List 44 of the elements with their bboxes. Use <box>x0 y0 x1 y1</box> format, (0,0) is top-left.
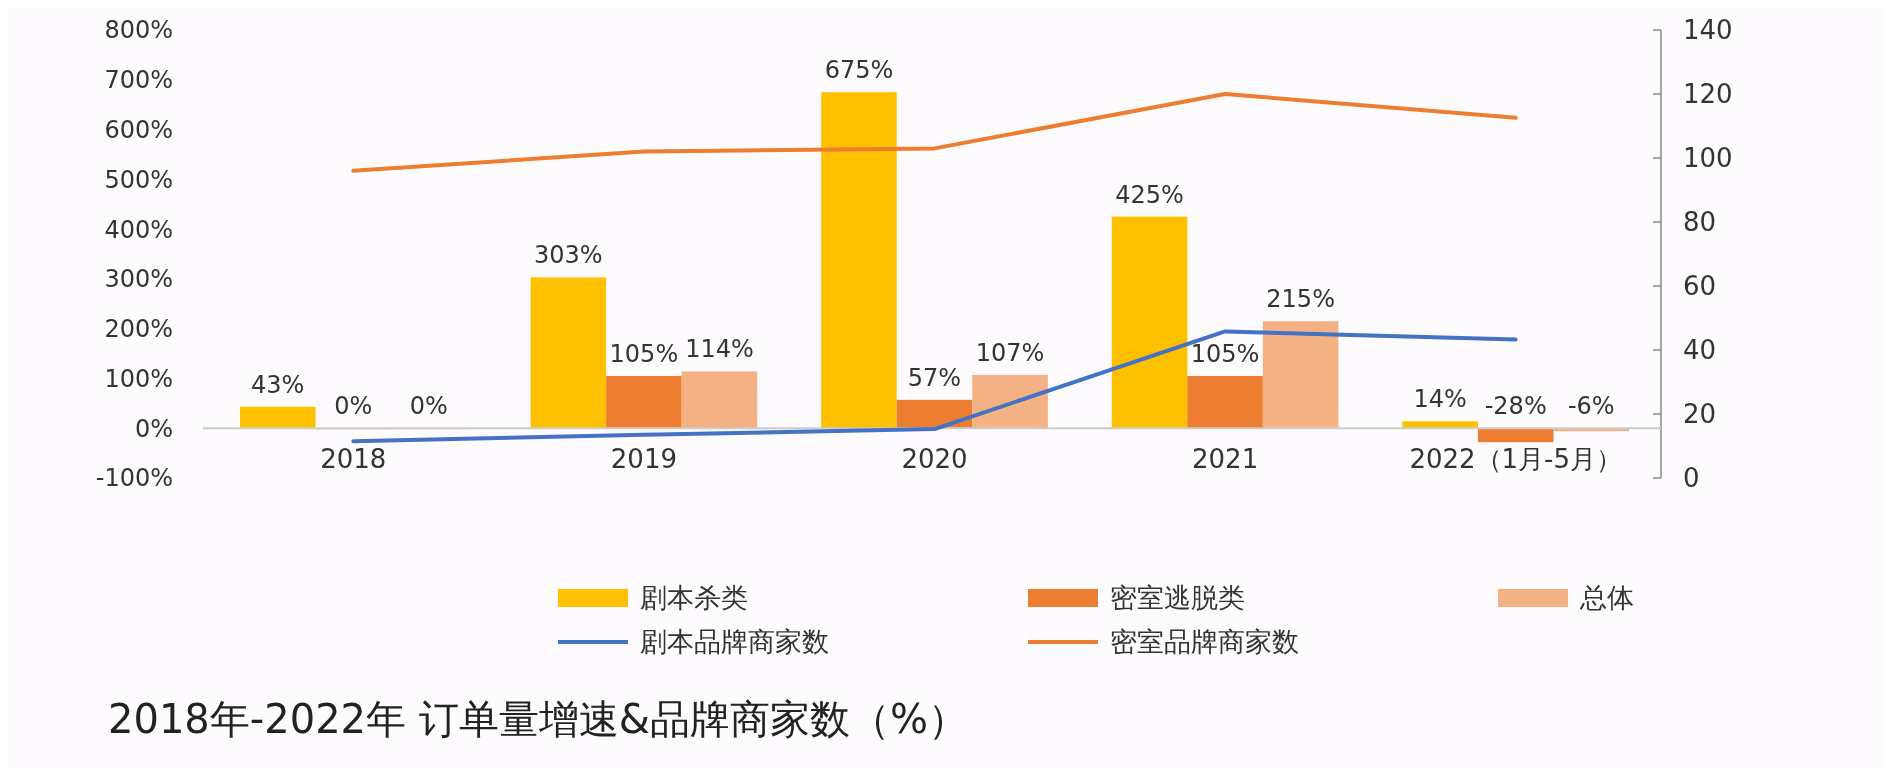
y-tick-label: 200% <box>104 315 173 344</box>
data-label: 105% <box>609 339 679 368</box>
legend-label: 密室逃脱类 <box>1110 582 1245 614</box>
data-label: -28% <box>1484 392 1547 421</box>
legend-label: 剧本品牌商家数 <box>640 626 829 658</box>
data-label: -6% <box>1567 392 1615 421</box>
legend-label: 总体 <box>1579 582 1634 614</box>
y2-tick-label: 100 <box>1683 143 1733 174</box>
y2-tick-label: 140 <box>1683 15 1733 46</box>
data-label: 215% <box>1266 285 1335 314</box>
y-tick-label: 500% <box>104 165 173 194</box>
data-label: 0% <box>334 392 373 421</box>
x-tick-label: 2022（1月-5月） <box>1409 444 1623 475</box>
y-tick-label: 600% <box>104 115 173 144</box>
y2-tick-label: 20 <box>1683 399 1717 430</box>
x-tick-label: 2019 <box>610 444 677 475</box>
y-tick-label: 300% <box>104 265 173 294</box>
data-label: 0% <box>409 392 448 421</box>
data-label: 107% <box>975 338 1045 367</box>
data-label: 425% <box>1115 180 1184 209</box>
y-tick-label: -100% <box>95 464 173 493</box>
data-label: 57% <box>907 363 962 392</box>
y-tick-label: 800% <box>104 16 173 45</box>
data-label: 105% <box>1190 339 1260 368</box>
legend-label: 剧本杀类 <box>640 582 748 614</box>
y2-tick-label: 120 <box>1683 79 1733 110</box>
data-label: 43% <box>251 370 305 399</box>
data-label: 675% <box>824 56 894 85</box>
x-tick-label: 2021 <box>1192 444 1259 475</box>
y-tick-label: 700% <box>104 66 173 95</box>
x-tick-label: 2020 <box>901 444 968 475</box>
x-tick-label: 2018 <box>320 444 387 475</box>
y2-tick-label: 40 <box>1683 335 1717 366</box>
y2-tick-label: 0 <box>1683 463 1700 494</box>
data-label: 14% <box>1413 385 1467 414</box>
text: 2018年-2022年 订单量增速&品牌商家数（%） <box>108 696 968 742</box>
y2-tick-label: 80 <box>1683 207 1717 238</box>
y-tick-label: 0% <box>134 414 173 443</box>
legend-label: 密室品牌商家数 <box>1110 626 1299 658</box>
y-tick-label: 400% <box>104 215 173 244</box>
data-label: 114% <box>685 335 754 364</box>
data-label: 303% <box>534 241 603 270</box>
y2-tick-label: 60 <box>1683 271 1717 302</box>
y-tick-label: 100% <box>104 364 173 393</box>
